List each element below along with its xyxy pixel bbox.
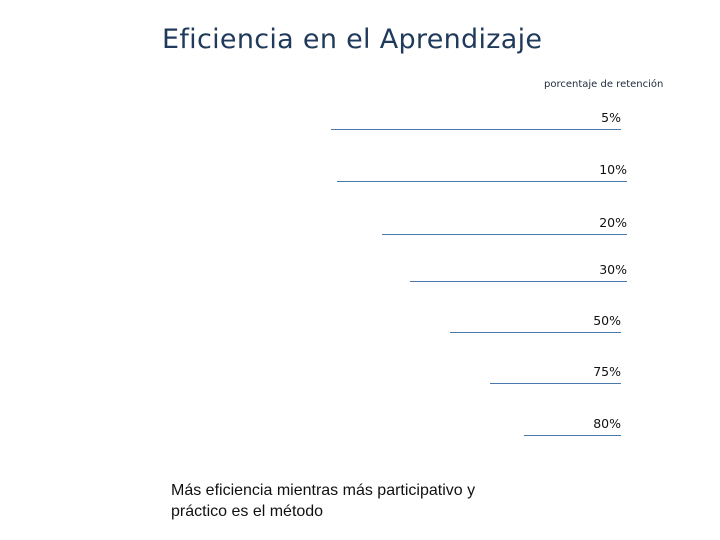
retention-subtitle: porcentaje de retención bbox=[544, 79, 664, 90]
level-label: 80% bbox=[593, 416, 621, 431]
caption-text: Más eficiencia mientras más participativ… bbox=[171, 482, 476, 520]
level-row: 10% bbox=[337, 162, 627, 182]
level-line bbox=[524, 435, 621, 436]
level-label: 10% bbox=[599, 162, 627, 177]
level-label: 75% bbox=[593, 364, 621, 379]
level-line bbox=[450, 332, 621, 333]
level-row: 30% bbox=[410, 262, 627, 282]
level-line bbox=[337, 181, 627, 182]
level-line bbox=[490, 383, 621, 384]
level-line bbox=[331, 129, 621, 130]
level-row: 20% bbox=[382, 215, 627, 235]
page-title: Eficiencia en el Aprendizaje bbox=[162, 24, 543, 55]
level-label: 30% bbox=[599, 262, 627, 277]
level-row: 75% bbox=[490, 364, 621, 384]
level-label: 50% bbox=[593, 313, 621, 328]
level-row: 80% bbox=[524, 416, 621, 436]
level-line bbox=[410, 281, 627, 282]
level-label: 5% bbox=[601, 110, 621, 125]
level-line bbox=[382, 234, 627, 235]
level-label: 20% bbox=[599, 215, 627, 230]
level-row: 5% bbox=[331, 110, 621, 130]
level-row: 50% bbox=[450, 313, 621, 333]
